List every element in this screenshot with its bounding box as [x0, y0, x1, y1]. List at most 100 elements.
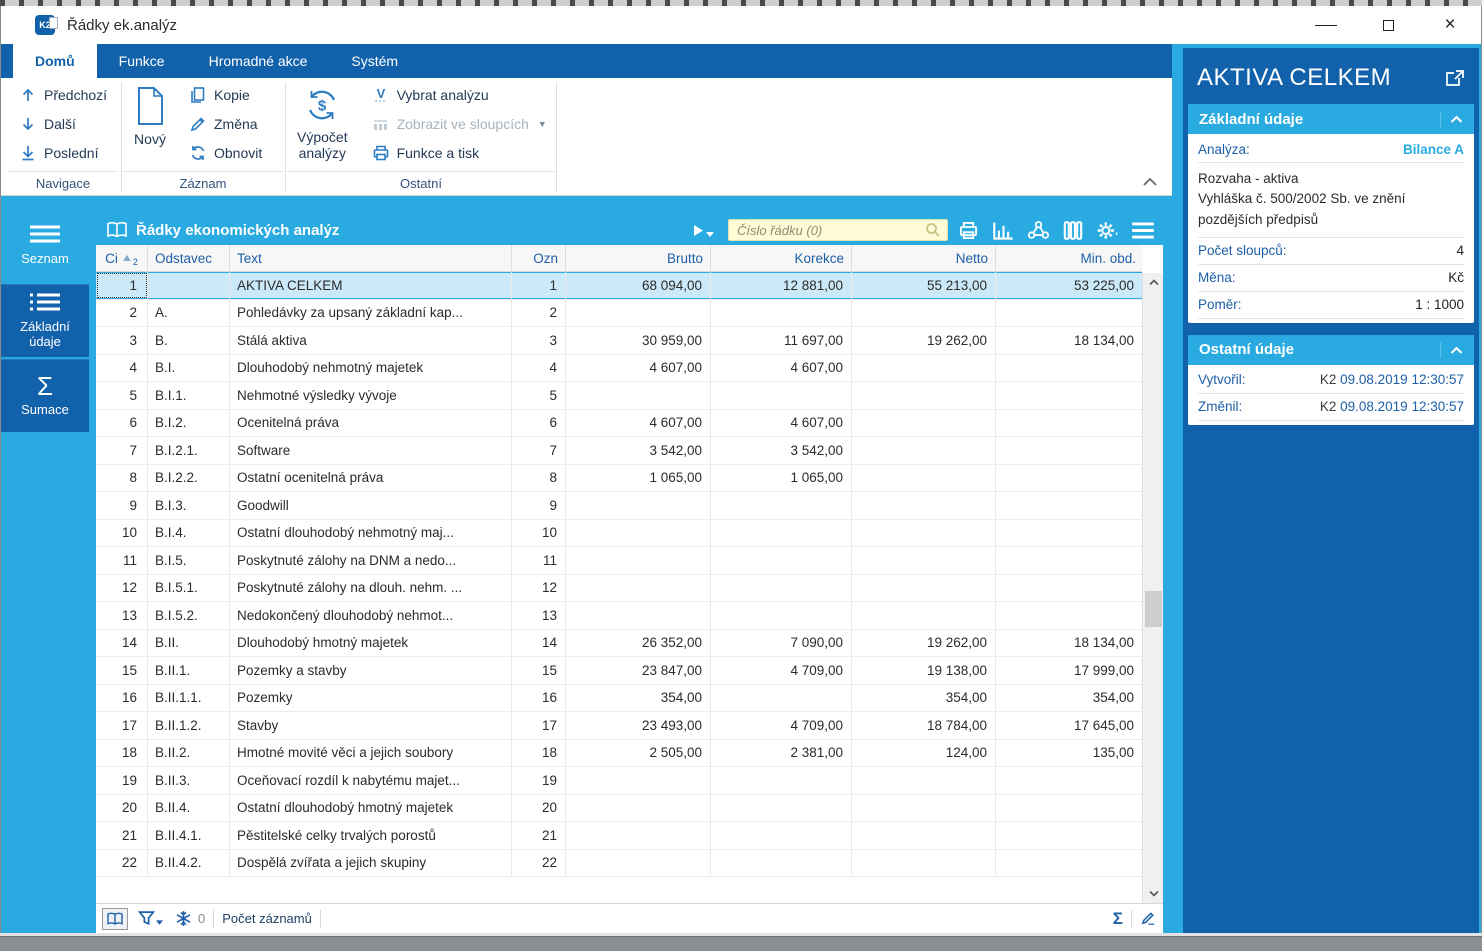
table-cell: Ostatní dlouhodobý hmotný majetek [230, 794, 512, 821]
tab-system[interactable]: Systém [351, 53, 399, 69]
table-cell: 2 [96, 299, 148, 326]
table-cell [566, 602, 711, 629]
table-row[interactable]: 17 B.II.1.2. Stavby 17 23 493,00 4 709,00 18 7… [96, 712, 1143, 740]
show-in-columns-button[interactable]: Zobrazit ve sloupcích ▼ [368, 113, 551, 135]
table-cell [996, 547, 1143, 574]
table-row[interactable]: 20 B.II.4. Ostatní dlouhodobý hmotný majet… [96, 794, 1143, 822]
collapse-section-button[interactable] [1440, 341, 1463, 358]
table-cell: Pohledávky za upsaný základní kap... [230, 299, 512, 326]
calculate-analysis-button[interactable]: $ Výpočet analýzy [287, 84, 358, 171]
table-row[interactable]: 3 B. Stálá aktiva 3 30 959,00 11 697,00 19 262… [96, 327, 1143, 355]
menu-button[interactable] [1131, 219, 1155, 241]
section-header[interactable]: Ostatní údaje [1188, 334, 1474, 365]
column-header-brutto[interactable]: Brutto [566, 245, 711, 271]
print-button[interactable] [956, 219, 980, 241]
tab-funkce[interactable]: Funkce [118, 53, 165, 69]
table-row[interactable]: 21 B.II.4.1. Pěstitelské celky trvalých po… [96, 822, 1143, 850]
filter-icon [138, 911, 155, 926]
table-cell: 8 [96, 464, 148, 491]
scroll-up-button[interactable] [1143, 273, 1164, 292]
tab-hromadne-akce[interactable]: Hromadné akce [208, 53, 308, 69]
field-label: Vytvořil: [1198, 372, 1246, 388]
settings-button[interactable] [1096, 219, 1120, 241]
ribbon-collapse-button[interactable] [1142, 177, 1158, 189]
ribbon-separator [556, 82, 557, 192]
analyza-link[interactable]: Bilance A [1402, 141, 1464, 157]
table-row[interactable]: 14 B.II. Dlouhodobý hmotný majetek 14 26 352… [96, 629, 1143, 657]
last-button[interactable]: Poslední [15, 142, 117, 164]
table-row[interactable]: 18 B.II.2. Hmotné movité věci a jejich sou… [96, 739, 1143, 767]
next-button[interactable]: Další [15, 113, 117, 135]
sidebar-item-seznam[interactable]: Seznam [1, 209, 89, 282]
table-cell: 13 [96, 602, 148, 629]
table-row[interactable]: 12 B.I.5.1. Poskytnuté zálohy na dlouh. ne… [96, 574, 1143, 602]
previous-button[interactable]: Předchozí [15, 84, 117, 106]
table-row[interactable]: 1 AKTIVA CELKEM 1 68 094,00 12 881,00 55 213,… [96, 272, 1143, 300]
desktop-edge [0, 936, 1482, 951]
pivot-button[interactable] [1026, 219, 1050, 241]
functions-print-button[interactable]: Funkce a tisk [368, 142, 551, 164]
vertical-scrollbar[interactable] [1142, 273, 1163, 903]
table-cell: 16 [512, 684, 566, 711]
table-cell: B.I.4. [148, 519, 230, 546]
table-cell: B.II.1.2. [148, 712, 230, 739]
table-cell: 5 [512, 382, 566, 409]
book-view-toggle[interactable] [102, 907, 128, 930]
select-analysis-button[interactable]: V Vybrat analýzu [368, 84, 551, 106]
table-cell: 17 [96, 712, 148, 739]
table-cell: B.II.4.2. [148, 849, 230, 876]
table-row[interactable]: 22 B.II.4.2. Dospělá zvířata a jejich skup… [96, 849, 1143, 877]
copy-button[interactable]: Kopie [185, 84, 266, 106]
sidebar-item-zakladni-udaje[interactable]: Základní údaje [1, 284, 89, 357]
sidebar-item-sumace[interactable]: Σ Sumace [1, 359, 89, 432]
freeze-button[interactable] [175, 910, 192, 927]
scroll-down-button[interactable] [1143, 884, 1164, 903]
edit-button[interactable] [1140, 910, 1157, 927]
tab-domu[interactable]: Domů [13, 44, 97, 78]
scrollbar-thumb[interactable] [1145, 591, 1162, 627]
table-row[interactable]: 4 B.I. Dlouhodobý nehmotný majetek 4 4 607,0… [96, 354, 1143, 382]
play-icon [694, 224, 703, 236]
minimize-button[interactable] [1295, 6, 1357, 44]
table-row[interactable]: 6 B.I.2. Ocenitelná práva 6 4 607,00 4 607,00 [96, 409, 1143, 437]
new-button[interactable]: Nový [123, 84, 177, 171]
collapse-section-button[interactable] [1440, 111, 1463, 127]
column-header-ozn[interactable]: Ozn [512, 245, 566, 271]
table-row[interactable]: 11 B.I.5. Poskytnuté zálohy na DNM a nedo.… [96, 547, 1143, 575]
table-row[interactable]: 13 B.I.5.2. Nedokončený dlouhodobý nehmot.… [96, 602, 1143, 630]
table-row[interactable]: 10 B.I.4. Ostatní dlouhodobý nehmotný maj.… [96, 519, 1143, 547]
table-row[interactable]: 2 A. Pohledávky za upsaný základní kap... 2 [96, 299, 1143, 327]
open-in-window-button[interactable] [1445, 69, 1465, 87]
column-header-min-obd[interactable]: Min. obd. [1080, 250, 1136, 266]
column-header-korekce[interactable]: Korekce [711, 245, 852, 271]
sigma-icon: Σ [36, 370, 54, 401]
row-search-input[interactable] [729, 222, 925, 238]
table-row[interactable]: 15 B.II.1. Pozemky a stavby 15 23 847,00 4 70… [96, 657, 1143, 685]
table-cell [852, 437, 996, 464]
field-value: 1 : 1000 [1415, 297, 1464, 313]
change-button[interactable]: Změna [185, 113, 266, 135]
group-label-navigace: Navigace [9, 171, 117, 195]
sum-button[interactable]: Σ [1112, 908, 1123, 928]
table-row[interactable]: 8 B.I.2.2. Ostatní ocenitelná práva 8 1 065,… [96, 464, 1143, 492]
run-filter-button[interactable] [693, 224, 714, 237]
table-row[interactable]: 19 B.II.3. Oceňovací rozdíl k nabytému maj… [96, 767, 1143, 795]
table-panel: Řádky ekonomických analýz [96, 215, 1163, 933]
column-header-odstavec[interactable]: Odstavec [148, 245, 230, 271]
table-row[interactable]: 9 B.I.3. Goodwill 9 [96, 492, 1143, 520]
refresh-button[interactable]: Obnovit [185, 142, 266, 164]
table-cell [566, 547, 711, 574]
table-row[interactable]: 7 B.I.2.1. Software 7 3 542,00 3 542,00 [96, 437, 1143, 465]
column-header-ci[interactable]: Ci 2 [96, 245, 148, 271]
table-row[interactable]: 16 B.II.1.1. Pozemky 16 354,00 354,00 354,00 [96, 684, 1143, 712]
chart-button[interactable] [991, 219, 1015, 241]
table-row[interactable]: 5 B.I.1. Nehmotné výsledky vývoje 5 [96, 382, 1143, 410]
columns-button[interactable] [1061, 219, 1085, 241]
filter-button[interactable] [138, 910, 163, 927]
column-header-netto[interactable]: Netto [852, 245, 996, 271]
maximize-button[interactable] [1357, 6, 1419, 44]
column-header-text[interactable]: Text [230, 245, 512, 271]
section-header[interactable]: Základní údaje [1188, 104, 1474, 134]
close-button[interactable]: × [1444, 14, 1456, 35]
table-cell: 9 [96, 492, 148, 519]
